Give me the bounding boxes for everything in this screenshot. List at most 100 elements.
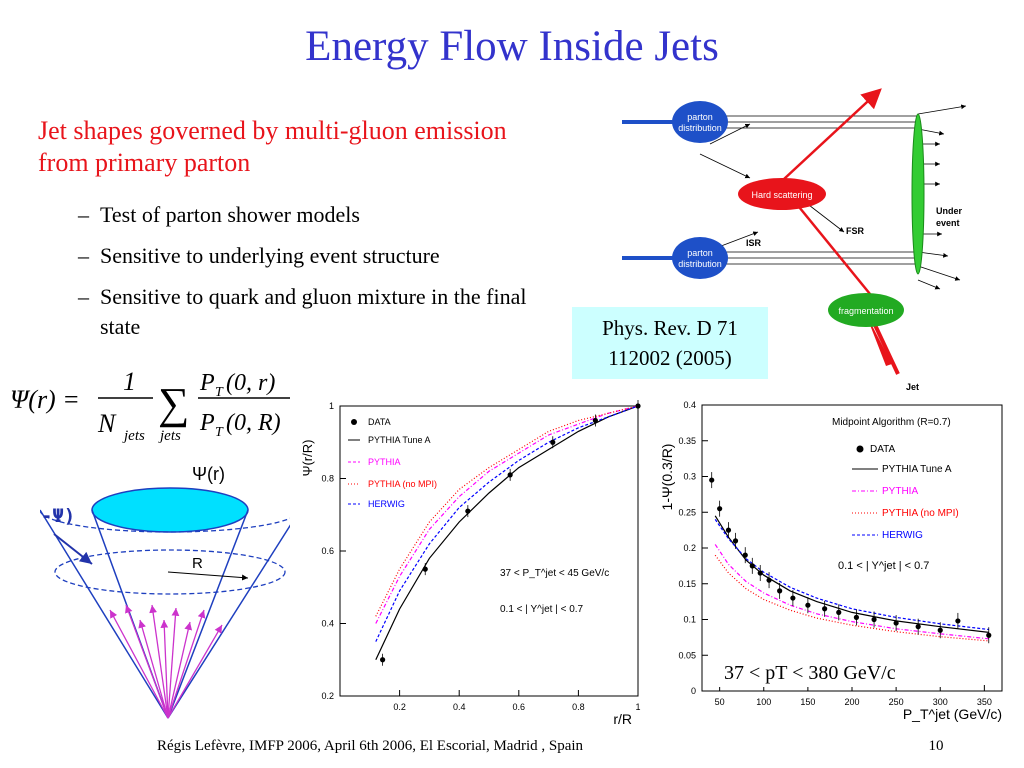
formula-num-2-args: (0, r) <box>226 370 275 396</box>
cone-top-disc <box>91 487 249 533</box>
hard-scattering-node <box>738 178 826 210</box>
chart2-legend-herwig: HERWIG <box>882 530 923 541</box>
y-tick-label: 0.8 <box>321 474 334 484</box>
legend-data-marker <box>351 419 357 425</box>
parton-distribution-lower <box>672 237 728 279</box>
legend-data-marker <box>856 445 864 453</box>
y-tick-label: 0.6 <box>321 546 334 556</box>
data-point <box>790 595 796 601</box>
y-tick-label: 0.1 <box>683 615 696 625</box>
y-tick-label: 0.2 <box>683 543 696 553</box>
bullet-list: Test of parton shower models Sensitive t… <box>78 200 548 353</box>
data-point <box>853 614 860 620</box>
jet-label: Jet <box>906 382 919 392</box>
chart2-annotation-y: 0.1 < | Y^jet | < 0.7 <box>838 560 929 572</box>
chart2-ylabel: 1-Ψ(0.3/R) <box>659 444 675 511</box>
y-tick-label: 0.2 <box>321 691 334 701</box>
isr-label: ISR <box>746 238 762 248</box>
chart2-annotation-algorithm: Midpoint Algorithm (R=0.7) <box>832 417 951 428</box>
bullet-item: Test of parton shower models <box>78 200 548 230</box>
chart2-legend-tunea: PYTHIA Tune A <box>882 464 952 475</box>
x-tick-label: 350 <box>977 697 992 707</box>
particle-arrows <box>109 604 223 719</box>
jet-cone-diagram: Ψ(r) R (1-Ψ) <box>40 464 301 719</box>
chart2-annotation-pt-range: 37 < pT < 380 GeV/c <box>724 662 896 684</box>
series-line-pythia-no-mpi- <box>375 405 639 617</box>
reference-box: Phys. Rev. D 71 112002 (2005) <box>572 307 768 379</box>
y-tick-label: 0 <box>691 686 696 696</box>
data-point <box>742 552 748 558</box>
data-point <box>635 403 641 409</box>
chart1-xlabel: r/R <box>613 711 632 727</box>
y-tick-label: 0.35 <box>678 436 696 446</box>
parton-distribution-upper <box>672 101 728 143</box>
reference-line-1: Phys. Rev. D 71 <box>602 316 738 340</box>
chart2-legend-pythia: PYTHIA <box>882 486 918 497</box>
x-tick-label: 1 <box>635 702 640 712</box>
y-tick-label: 0.05 <box>678 650 696 660</box>
cone-r-circle <box>54 549 286 595</box>
page-number: 10 <box>928 738 944 754</box>
formula-lhs: Ψ(r) = <box>10 385 80 414</box>
hard-scattering-label: Hard scattering <box>751 190 812 200</box>
data-point <box>757 570 763 576</box>
pt-range-box <box>718 653 968 687</box>
data-point <box>550 439 556 445</box>
chart1-legend-pythia: PYTHIA <box>368 457 401 467</box>
y-tick-label: 0.4 <box>683 400 696 410</box>
bullet-item: Sensitive to underlying event structure <box>78 241 548 271</box>
x-tick-label: 0.4 <box>453 702 466 712</box>
chart1-legend-tunea: PYTHIA Tune A <box>368 435 431 445</box>
x-tick-label: 50 <box>715 697 725 707</box>
data-point <box>592 417 598 424</box>
x-tick-label: 0.2 <box>393 702 406 712</box>
x-tick-label: 100 <box>756 697 771 707</box>
psi-vs-r-chart: 0.2 0.4 0.6 0.8 1 0.2 0.4 0.6 0.8 1 Ψ(r/R) r/R DA… <box>290 398 642 728</box>
series-line-pythia-tune-a <box>375 405 639 661</box>
x-tick-label: 300 <box>933 697 948 707</box>
psi-formula: Ψ(r) = 1 N jets ∑ jets P T (0, r) P T (0… <box>10 367 290 444</box>
data-point <box>717 506 723 512</box>
formula-den-2-sub: T <box>215 425 224 440</box>
reference-line-2: 112002 (2005) <box>608 346 732 370</box>
data-point <box>380 657 386 663</box>
fragmentation-node <box>828 293 904 327</box>
formula-den-1-sub: jets <box>122 428 145 444</box>
y-tick-label: 0.4 <box>321 619 334 629</box>
formula-num-2-sub: T <box>215 385 224 400</box>
chart1-annotation-y: 0.1 < | Y^jet | < 0.7 <box>500 604 584 615</box>
data-point <box>709 477 715 483</box>
parton-label: parton <box>687 248 713 258</box>
bullet-item: Sensitive to quark and gluon mixture in … <box>78 282 548 342</box>
formula-den-2-args: (0, R) <box>226 410 281 436</box>
formula-num-2: P <box>199 370 215 396</box>
chart2-legend-nompi: PYTHIA (no MPI) <box>882 508 959 519</box>
chart1-legend-nompi: PYTHIA (no MPI) <box>368 479 437 489</box>
distribution-label: distribution <box>678 123 722 133</box>
data-point <box>465 508 471 514</box>
x-tick-label: 200 <box>844 697 859 707</box>
data-point <box>805 602 811 608</box>
sum-symbol: ∑ <box>158 379 189 428</box>
chart1-ylabel: Ψ(r/R) <box>300 440 315 477</box>
chart1-legend-herwig: HERWIG <box>368 499 405 509</box>
data-point <box>822 606 828 612</box>
lead-text: Jet shapes governed by multi-gluon emiss… <box>38 116 507 177</box>
footer-text: Régis Lefèvre, IMFP 2006, April 6th 2006… <box>156 738 584 754</box>
underlying-event-band <box>911 113 925 275</box>
data-point <box>507 472 513 478</box>
series-line-pythia <box>714 544 989 640</box>
series-line-herwig <box>375 405 639 642</box>
formula-num-1: 1 <box>123 367 136 396</box>
data-point <box>749 563 755 569</box>
slide-title: Energy Flow Inside Jets <box>305 23 719 70</box>
one-minus-psi-label: (1-Ψ) <box>40 505 75 527</box>
data-point <box>871 616 877 623</box>
data-point <box>766 577 772 583</box>
data-point <box>955 618 961 624</box>
parton-label: parton <box>687 112 713 122</box>
data-point <box>836 609 842 615</box>
y-tick-label: 0.25 <box>678 507 696 517</box>
chart1-legend-data: DATA <box>368 417 391 427</box>
x-tick-label: 0.8 <box>572 702 585 712</box>
